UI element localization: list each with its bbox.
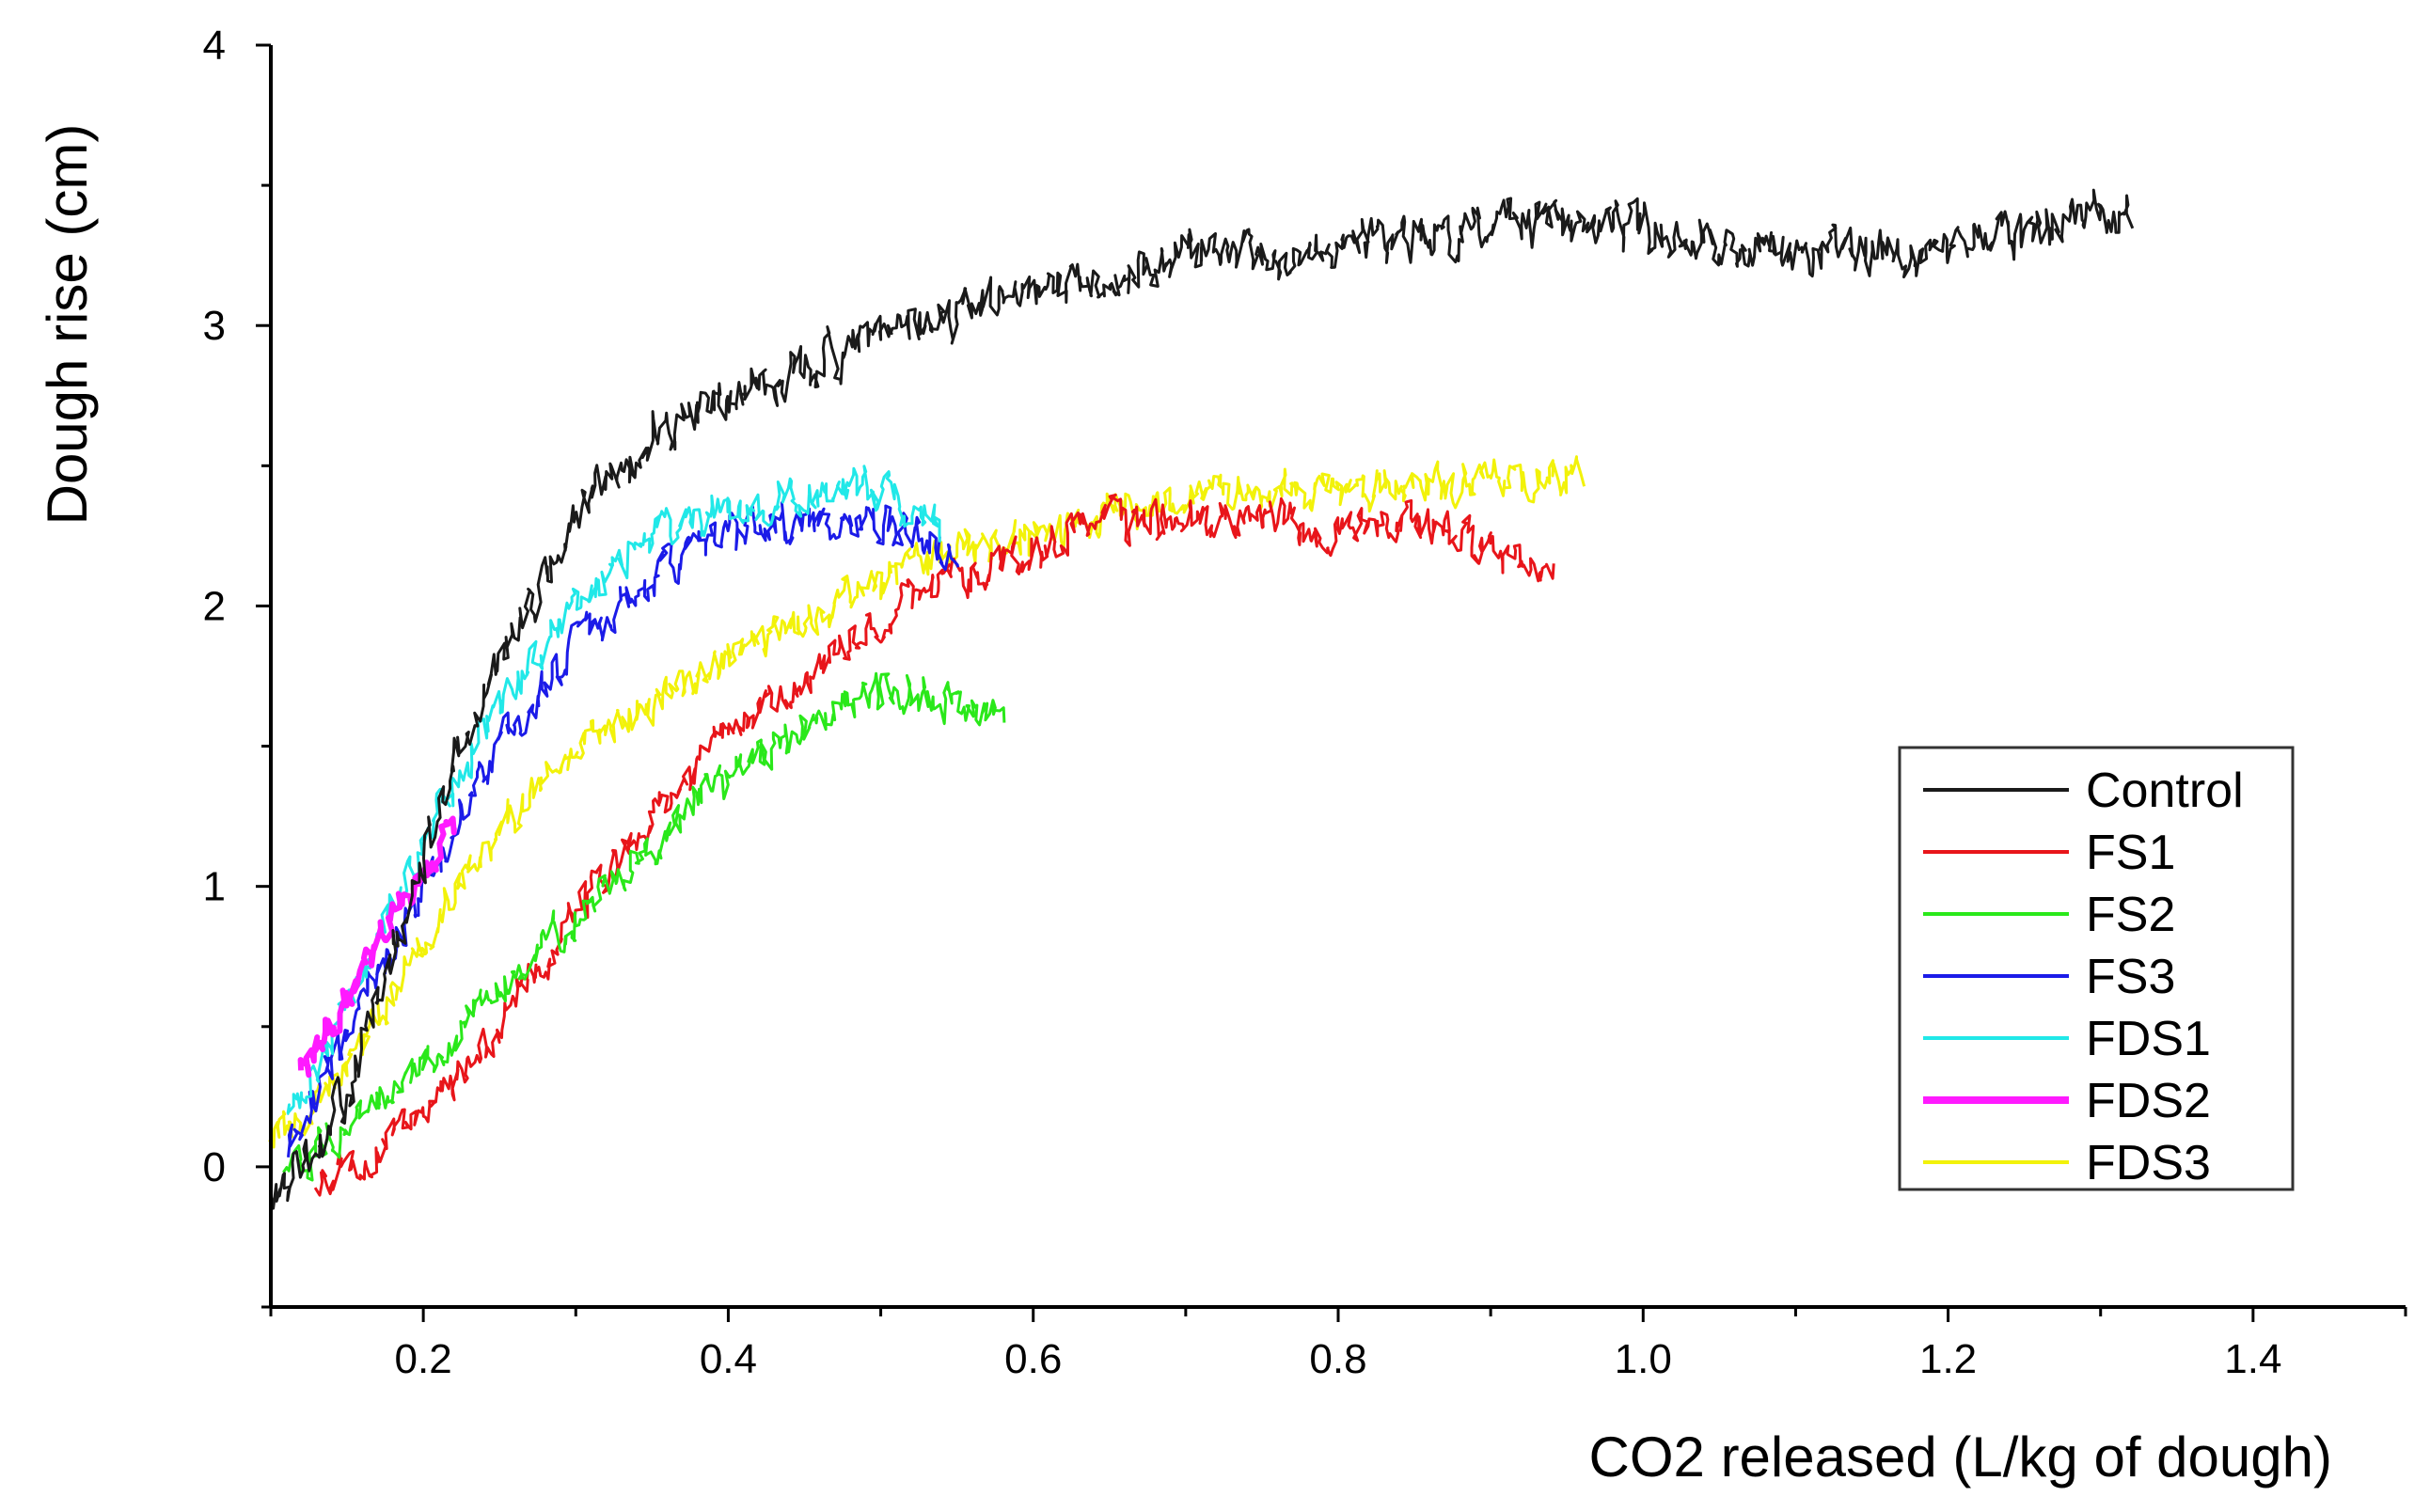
x-tick-label: 1.0 — [1615, 1336, 1672, 1382]
y-tick-label: 1 — [203, 864, 226, 910]
legend-label-fds1: FDS1 — [2086, 1012, 2211, 1066]
x-tick-label: 0.6 — [1004, 1336, 1062, 1382]
x-ticks: 0.2 0.4 0.6 0.8 1.0 1.2 1.4 — [269, 1307, 2407, 1382]
y-tick-label: 3 — [203, 303, 226, 349]
axes: 0.2 0.4 0.6 0.8 1.0 1.2 1.4 0 1 2 3 4 — [203, 23, 2407, 1382]
legend-label-fs2: FS2 — [2086, 888, 2175, 942]
y-tick-label: 0 — [203, 1144, 226, 1190]
series-line-fs2 — [282, 671, 1006, 1182]
legend: Control FS1 FS2 FS3 FDS1 FDS2 FDS3 — [1898, 746, 2295, 1191]
legend-box — [1898, 746, 2295, 1191]
x-axis-title: CO2 released (L/kg of dough) — [1589, 1425, 2332, 1488]
y-tick-label: 4 — [203, 23, 226, 69]
plot-series — [268, 188, 2135, 1210]
x-tick-label: 1.2 — [1919, 1336, 1977, 1382]
series-line-fds3 — [268, 455, 1586, 1149]
series-line-fds2 — [297, 815, 457, 1079]
legend-label-fds2: FDS2 — [2086, 1074, 2211, 1128]
legend-label-fs1: FS1 — [2086, 826, 2175, 880]
x-tick-label: 0.8 — [1309, 1336, 1366, 1382]
x-tick-label: 0.4 — [700, 1336, 757, 1382]
y-tick-label: 2 — [203, 583, 226, 629]
y-axis-title: Dough rise (cm) — [36, 124, 99, 526]
x-tick-label: 0.2 — [395, 1336, 452, 1382]
x-tick-label: 1.4 — [2224, 1336, 2281, 1382]
legend-label-fs3: FS3 — [2086, 950, 2175, 1004]
legend-label-control: Control — [2086, 764, 2244, 818]
series-line-control — [269, 188, 2135, 1210]
series-line-fs1 — [313, 493, 1555, 1197]
y-ticks: 0 1 2 3 4 — [203, 23, 271, 1309]
series-line-fs3 — [287, 501, 959, 1158]
legend-label-fds3: FDS3 — [2086, 1136, 2211, 1190]
